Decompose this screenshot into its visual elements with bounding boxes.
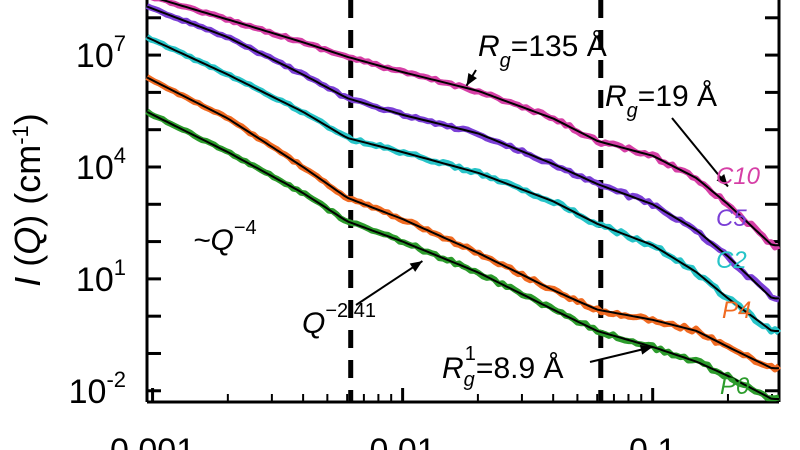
x-tick-label: 0.001	[110, 432, 195, 450]
series-label-c2: C2	[716, 247, 747, 274]
annotation-rg135-prefix: R	[478, 30, 500, 63]
y-axis-label-var: Q	[7, 227, 48, 255]
annotation-rg19: Rg=19 Å	[605, 80, 717, 122]
series-c2-fit	[146, 36, 779, 332]
series-p0-fit	[146, 111, 779, 400]
y-axis-label-unit-exp: -1	[8, 125, 33, 145]
series-label-p4: P4	[722, 297, 751, 324]
y-tick-label: 107	[76, 31, 126, 75]
arrow-q241-head	[409, 261, 423, 272]
annotation-rg135: Rg=135 Å	[478, 30, 607, 72]
annotation-q241-prefix: Q	[302, 307, 325, 340]
series-labels-layer: C10 C5 C2 P4 P0	[716, 163, 761, 400]
y-axis-label: I (Q) (cm-1)	[7, 113, 48, 287]
arrow-rg135-head	[466, 72, 477, 86]
series-c5-fit	[146, 5, 779, 300]
arrow-rg19-head	[716, 174, 728, 187]
series-p4-fit	[146, 76, 779, 370]
x-tick-label: 0.1	[629, 432, 676, 450]
y-tick-label: 104	[76, 143, 126, 187]
annotation-rg1: Rg 1=8.9 Å	[442, 343, 564, 391]
series-c5-data	[145, 3, 780, 303]
y-tick-label: 10-2	[69, 367, 126, 411]
annotation-q4: ~Q−4	[193, 217, 257, 257]
annotation-rg1-suffix: =8.9 Å	[476, 352, 564, 385]
x-tick-label: 0.01	[370, 432, 436, 450]
annotation-rg19-sub: g	[627, 100, 638, 122]
series-layer	[145, 0, 782, 402]
arrow-q241	[355, 260, 423, 306]
annotation-rg19-suffix: =19 Å	[638, 80, 717, 113]
annotation-rg1-sub: g	[464, 369, 475, 391]
arrow-rg19	[671, 117, 729, 188]
y-axis-label-main: I	[7, 277, 48, 287]
annotation-rg135-sub: g	[500, 50, 511, 72]
annotation-rg1-prefix: R	[442, 352, 464, 385]
annotation-rg19-prefix: R	[605, 80, 627, 113]
y-axis-label-unit: cm	[7, 145, 48, 193]
y-tick-label: 101	[76, 255, 126, 299]
annotation-rg1-sup: 1	[465, 343, 476, 365]
annotation-q4-sup: −4	[234, 217, 257, 239]
series-label-p0: P0	[720, 373, 750, 400]
series-label-c10: C10	[716, 163, 761, 190]
annotation-rg135-suffix: =135 Å	[511, 30, 607, 63]
annotation-q4-prefix: ~Q	[193, 224, 234, 257]
annotation-q241: Q−2.41	[302, 300, 376, 340]
annotation-q241-sup: −2.41	[325, 300, 376, 322]
series-label-c5: C5	[716, 205, 747, 232]
arrow-rg1-head	[639, 344, 653, 355]
fit-lines-layer	[146, 0, 779, 400]
arrows-layer	[355, 69, 729, 363]
series-c10-fit	[158, 0, 779, 247]
